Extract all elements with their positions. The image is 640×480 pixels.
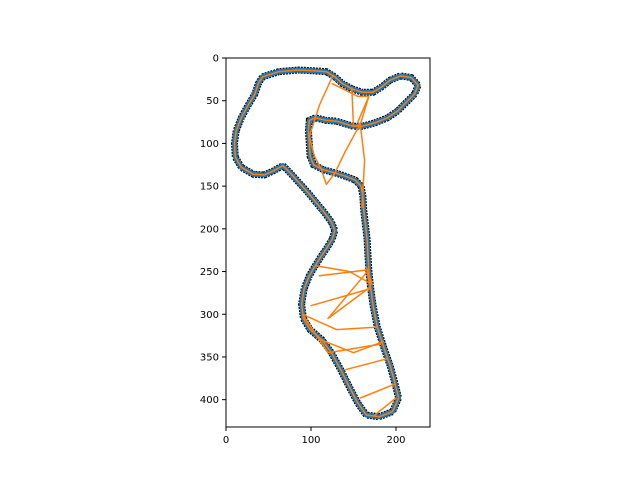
path-series-9 xyxy=(301,313,382,354)
plot-area xyxy=(230,66,423,421)
x-axis: 0 100 200 xyxy=(223,427,406,446)
path-series-13 xyxy=(374,397,397,416)
y-tick-label: 200 xyxy=(200,224,219,235)
path-series-4 xyxy=(351,87,366,209)
y-tick-label: 300 xyxy=(200,310,219,321)
path-series-7 xyxy=(318,269,372,320)
y-tick-label: 0 xyxy=(213,54,219,65)
path-series-11 xyxy=(344,357,389,371)
path-series-3 xyxy=(331,82,370,98)
outline-series-orange xyxy=(233,69,419,418)
path-series-2 xyxy=(308,76,370,186)
plot-frame xyxy=(225,57,431,428)
path-series-5 xyxy=(357,95,370,126)
path-series-6 xyxy=(310,264,373,307)
y-tick-label: 50 xyxy=(206,96,219,107)
y-axis: 0 50 100 150 200 250 300 350 400 xyxy=(200,54,226,406)
path-series-12 xyxy=(359,383,396,399)
path-series-8 xyxy=(301,313,379,331)
y-tick-label: 150 xyxy=(200,182,219,193)
x-tick-label: 0 xyxy=(223,435,229,446)
path-series-10 xyxy=(320,339,385,354)
y-tick-label: 100 xyxy=(200,139,219,150)
y-tick-label: 400 xyxy=(200,395,219,406)
x-tick-label: 100 xyxy=(301,435,320,446)
y-tick-label: 250 xyxy=(200,267,219,278)
y-tick-label: 350 xyxy=(200,352,219,363)
x-tick-label: 200 xyxy=(386,435,405,446)
